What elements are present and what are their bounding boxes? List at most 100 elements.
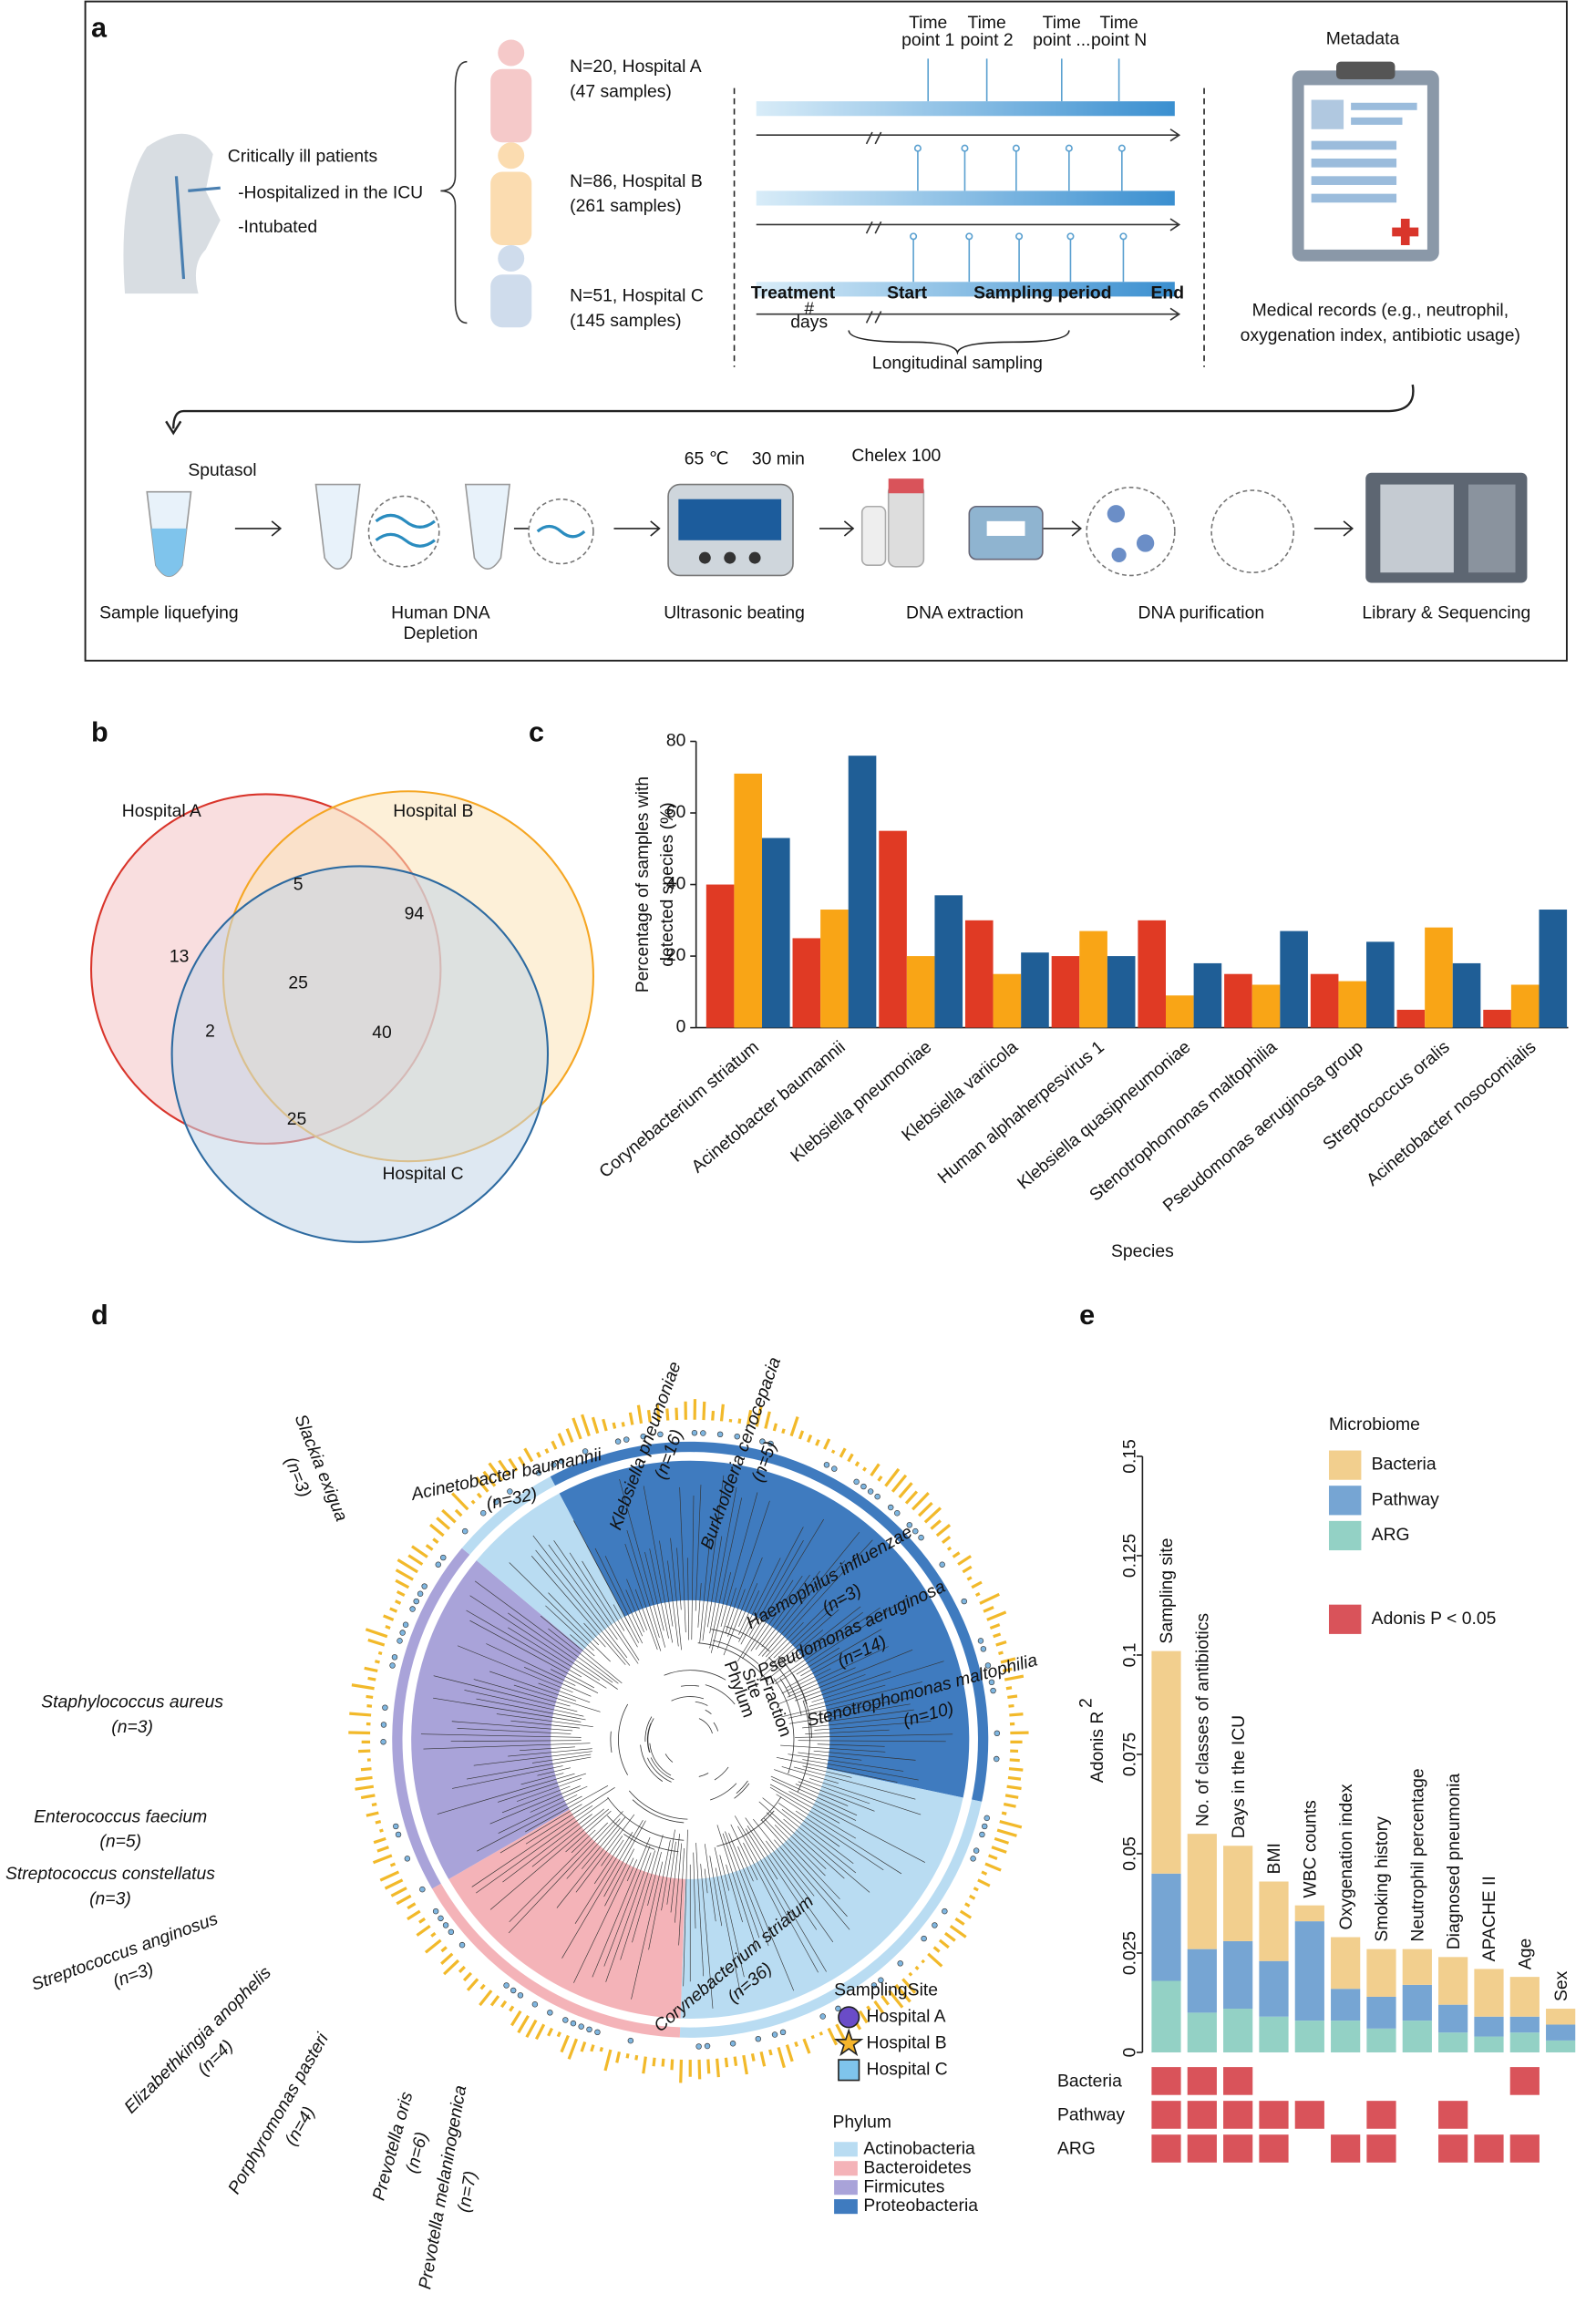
legend-label: Actinobacteria xyxy=(863,2139,975,2158)
tree-arc xyxy=(698,1773,709,1777)
fraction-bar xyxy=(551,1440,558,1450)
x-tick-label: Sampling site xyxy=(1158,1538,1177,1644)
tree-branch xyxy=(702,1475,725,1641)
tree-branch xyxy=(781,1668,831,1694)
fraction-bar xyxy=(389,1862,396,1867)
site-dot xyxy=(402,1621,409,1628)
bar xyxy=(1483,1009,1511,1028)
phylum-sector xyxy=(476,1493,625,1650)
bar xyxy=(1510,984,1540,1028)
tree-branch xyxy=(761,1560,846,1657)
bar-segment xyxy=(1294,2021,1324,2052)
venn-count: 13 xyxy=(170,947,190,966)
legend-swatch xyxy=(1328,1604,1362,1634)
fraction-bar xyxy=(366,1703,373,1708)
site-dot xyxy=(435,1561,442,1568)
bar-segment xyxy=(1366,2028,1396,2052)
tree-arc xyxy=(705,1709,712,1714)
fraction-bar xyxy=(655,1404,661,1422)
fraction-bar xyxy=(366,1694,374,1700)
bar-segment xyxy=(1187,2012,1217,2052)
tree-branch xyxy=(666,1841,676,1905)
phylum-sector xyxy=(559,1460,970,1798)
fraction-bar xyxy=(560,2034,570,2053)
tree-branch xyxy=(804,1671,891,1702)
bar-segment xyxy=(1474,1969,1504,2017)
tree-branch xyxy=(477,1795,582,1852)
step-label: Ultrasonic beating xyxy=(664,603,805,622)
fraction-bar xyxy=(711,1410,716,1421)
species-count: (n=7) xyxy=(455,2170,481,2215)
tree-branch xyxy=(473,1751,592,1766)
fraction-bar xyxy=(988,1854,998,1860)
fraction-bar xyxy=(798,1430,805,1440)
fraction-bar xyxy=(930,1519,942,1530)
site-dot xyxy=(894,1510,901,1517)
tree-arc xyxy=(711,1629,740,1640)
label: -Intubated xyxy=(238,218,317,237)
bar xyxy=(934,895,963,1028)
tree-arc xyxy=(647,1757,672,1783)
fraction-bar xyxy=(891,1474,908,1493)
fraction-bar xyxy=(375,1660,380,1664)
site-dot xyxy=(578,2023,584,2030)
tree-branch xyxy=(619,1478,666,1648)
fraction-bar xyxy=(755,1405,763,1427)
legend-label: Firmicutes xyxy=(863,2177,944,2196)
fraction-bar xyxy=(759,2051,767,2067)
site-dot xyxy=(932,1922,938,1928)
row-label: Pathway xyxy=(1057,2105,1125,2124)
fraction-bar xyxy=(702,1401,706,1421)
fraction-bar xyxy=(371,1802,377,1807)
site-dot xyxy=(396,1638,403,1644)
site-dot xyxy=(990,1687,996,1694)
fraction-bar xyxy=(590,2044,595,2052)
fraction-bar xyxy=(854,1461,860,1467)
site-dot xyxy=(432,1908,439,1915)
fraction-bar xyxy=(430,1931,437,1938)
x-tick-label: WBC counts xyxy=(1302,1800,1321,1897)
tree-branch xyxy=(723,1557,763,1656)
timepoint: Time xyxy=(968,14,1006,33)
tree-branch xyxy=(571,1829,596,1854)
venn-set xyxy=(170,865,550,1243)
site-dot xyxy=(382,1704,388,1711)
tree-branch xyxy=(795,1733,953,1738)
label: Start xyxy=(887,283,928,303)
bar xyxy=(1107,956,1136,1028)
fraction-bar xyxy=(646,1410,652,1423)
site-dot xyxy=(442,1922,449,1928)
fraction-bar xyxy=(396,1894,412,1906)
label: # xyxy=(804,300,814,319)
fraction-bar xyxy=(971,1580,983,1589)
species-count: (n=3) xyxy=(89,1890,131,1909)
x-tick-label: Human alphaherpesvirus 1 xyxy=(934,1038,1107,1188)
tree-branch xyxy=(709,1856,723,1927)
fraction-bar xyxy=(941,1536,952,1544)
legend-title: Phylum xyxy=(832,2113,891,2132)
tree-branch xyxy=(781,1809,854,1865)
fraction-bar xyxy=(351,1683,375,1691)
tree-branch xyxy=(813,1750,916,1761)
fraction-bar xyxy=(379,1828,384,1833)
legend-label: Proteobacteria xyxy=(863,2196,978,2216)
fraction-bar xyxy=(407,1554,424,1566)
bar xyxy=(993,973,1022,1028)
fraction-bar xyxy=(377,1650,383,1655)
tree-branch xyxy=(817,1743,885,1747)
fraction-bar xyxy=(1009,1712,1024,1717)
tree-branch xyxy=(716,1825,757,1950)
site-dot xyxy=(767,1440,774,1447)
site-dot xyxy=(614,1438,622,1445)
tree-branch xyxy=(727,1589,746,1637)
bar xyxy=(1338,981,1367,1028)
tree-arc xyxy=(797,1700,810,1793)
significance-cell xyxy=(1187,2134,1217,2163)
tree-branch xyxy=(510,1720,581,1729)
tree-branch xyxy=(745,1828,778,1880)
site-dot xyxy=(977,1638,984,1644)
fraction-bar xyxy=(772,1423,778,1432)
site-dot xyxy=(413,1598,419,1605)
x-axis-label: Species xyxy=(1111,1242,1174,1261)
fraction-bar xyxy=(1002,1667,1013,1673)
